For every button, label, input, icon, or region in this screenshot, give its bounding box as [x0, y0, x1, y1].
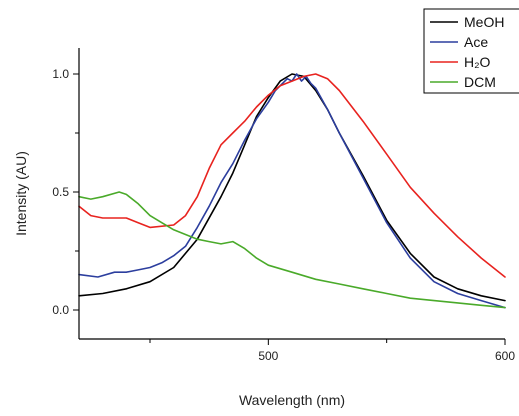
legend-label: MeOH	[464, 14, 504, 30]
y-axis-title: Intensity (AU)	[13, 151, 29, 236]
x-axis-title: Wavelength (nm)	[239, 392, 345, 408]
legend-label: Ace	[464, 34, 488, 50]
legend-label: H₂O	[464, 54, 491, 70]
x-tick-label: 500	[258, 349, 278, 363]
x-tick-label: 600	[495, 349, 515, 363]
legend-label: DCM	[464, 74, 496, 90]
series-line	[79, 74, 505, 277]
y-tick-label: 0.5	[52, 185, 69, 199]
x-ticks: 500 600	[150, 339, 515, 363]
y-ticks: 0.0 0.5 1.0	[52, 67, 79, 317]
series-line	[79, 192, 505, 308]
y-tick-label: 1.0	[52, 67, 69, 81]
y-tick-label: 0.0	[52, 303, 69, 317]
plot-lines	[79, 74, 505, 308]
legend: MeOH Ace H₂O DCM	[424, 9, 519, 93]
series-line	[79, 74, 505, 301]
